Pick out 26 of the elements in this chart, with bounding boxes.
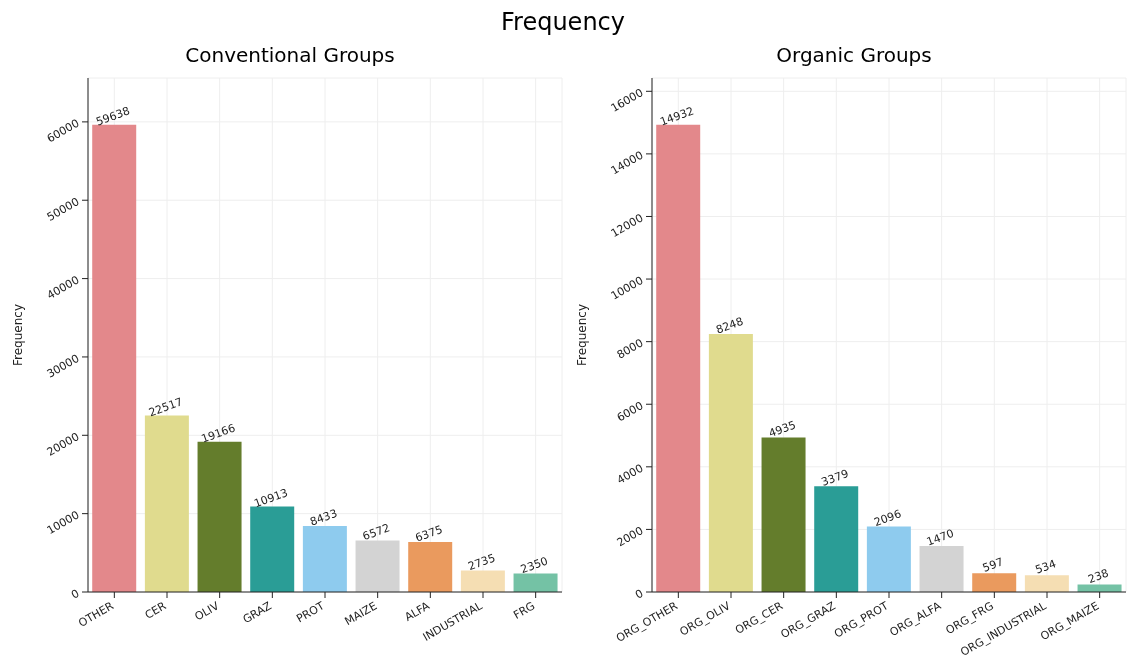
data-label: 2096 — [872, 507, 904, 530]
x-tick-label: CER — [142, 599, 169, 622]
y-axis-title: Frequency — [575, 304, 590, 366]
data-label: 597 — [980, 555, 1006, 575]
data-label: 4935 — [766, 418, 798, 441]
data-label: 2735 — [466, 551, 498, 574]
y-tick-label: 4000 — [614, 461, 646, 487]
y-axis-title: Frequency — [11, 304, 26, 366]
data-label: 6572 — [360, 521, 392, 544]
data-label: 8433 — [308, 506, 340, 529]
data-label: 238 — [1086, 566, 1111, 586]
data-label: 19166 — [199, 421, 238, 446]
data-label: 8248 — [714, 314, 746, 337]
chart-title: Organic Groups — [775, 42, 933, 69]
data-label: 10913 — [252, 486, 290, 511]
x-tick-label: FRG — [511, 599, 538, 622]
data-label: 534 — [1033, 557, 1058, 577]
data-label: 3379 — [819, 467, 851, 489]
data-label: 14932 — [658, 104, 696, 129]
data-label: 2350 — [518, 554, 550, 577]
y-tick-label: 0 — [68, 586, 82, 602]
data-label: 1470 — [924, 526, 956, 549]
data-label: 6375 — [413, 522, 445, 545]
y-tick-label: 0 — [632, 586, 646, 602]
text: Frequency — [500, 8, 626, 38]
chart-title: Conventional Groups — [184, 42, 396, 69]
